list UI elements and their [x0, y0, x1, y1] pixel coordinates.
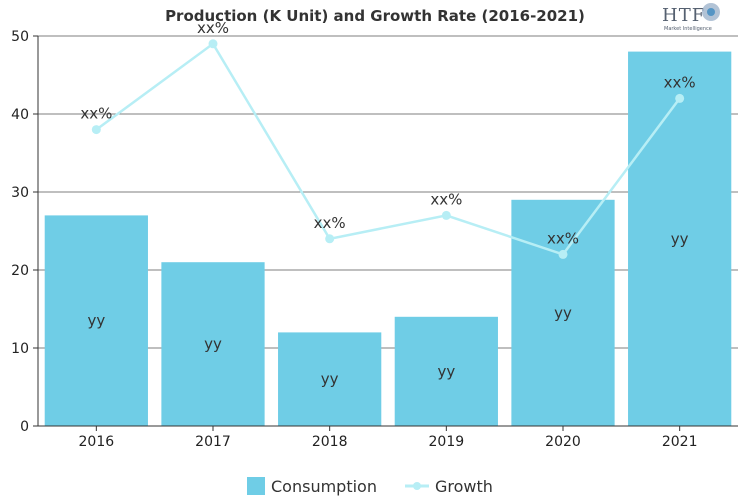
logo: HTF Market Intelligence — [662, 3, 720, 32]
growth-label-2017: xx% — [197, 19, 229, 37]
growth-label-2020: xx% — [547, 229, 579, 247]
growth-line — [95, 41, 681, 256]
line-series-growth: xx% xx% xx% xx% xx% xx% — [80, 19, 696, 259]
bar-2020 — [511, 199, 615, 426]
x-axis-ticks: 2016 2017 2018 2019 2020 2021 — [79, 426, 698, 450]
x-tick-label-2018: 2018 — [312, 434, 348, 450]
axes — [37, 36, 738, 427]
bar-label-2018: yy — [321, 370, 339, 388]
bar-2018 — [278, 332, 382, 426]
y-tick-label-10: 10 — [11, 341, 29, 357]
growth-label-2019: xx% — [430, 190, 462, 208]
growth-label-2018: xx% — [314, 214, 346, 232]
y-tick-label-30: 30 — [11, 185, 29, 201]
growth-label-2016: xx% — [80, 105, 112, 123]
x-tick-label-2021: 2021 — [662, 434, 698, 450]
bar-series-consumption: yy yy yy yy yy yy — [44, 51, 732, 426]
x-tick-label-2020: 2020 — [545, 434, 581, 450]
x-tick-label-2019: 2019 — [429, 434, 465, 450]
bar-label-2016: yy — [87, 312, 105, 330]
bar-label-2021: yy — [671, 230, 689, 248]
y-tick-label-40: 40 — [11, 107, 29, 123]
bar-2021 — [628, 51, 732, 426]
gridlines — [38, 35, 738, 349]
bar-label-2020: yy — [554, 304, 572, 322]
x-tick-label-2017: 2017 — [195, 434, 231, 450]
bar-label-2017: yy — [204, 335, 222, 353]
logo-subtext: Market Intelligence — [664, 26, 712, 32]
legend: Consumption Growth — [247, 477, 493, 496]
logo-globe-core-icon — [707, 8, 715, 16]
y-tick-label-50: 50 — [11, 29, 29, 45]
y-axis-ticks: 0 10 20 30 40 50 — [11, 29, 38, 435]
legend-label-growth: Growth — [435, 477, 493, 496]
growth-point-2016 — [91, 125, 101, 135]
legend-label-consumption: Consumption — [271, 477, 377, 496]
bar-label-2019: yy — [437, 362, 455, 380]
growth-label-2021: xx% — [664, 73, 696, 91]
logo-text: HTF — [662, 5, 705, 26]
bar-2016 — [44, 215, 148, 426]
y-tick-label-20: 20 — [11, 263, 29, 279]
growth-point-2018 — [325, 234, 335, 244]
growth-point-2020 — [558, 249, 568, 259]
y-tick-label-0: 0 — [20, 419, 29, 435]
growth-point-2021 — [675, 93, 685, 103]
legend-swatch-growth-marker — [413, 482, 421, 490]
x-tick-label-2016: 2016 — [79, 434, 115, 450]
bar-2017 — [161, 262, 265, 426]
chart-title: Production (K Unit) and Growth Rate (201… — [165, 7, 585, 25]
growth-point-2019 — [441, 210, 451, 220]
growth-point-2017 — [208, 39, 218, 49]
legend-swatch-consumption — [247, 477, 265, 495]
bar-2019 — [394, 316, 498, 426]
